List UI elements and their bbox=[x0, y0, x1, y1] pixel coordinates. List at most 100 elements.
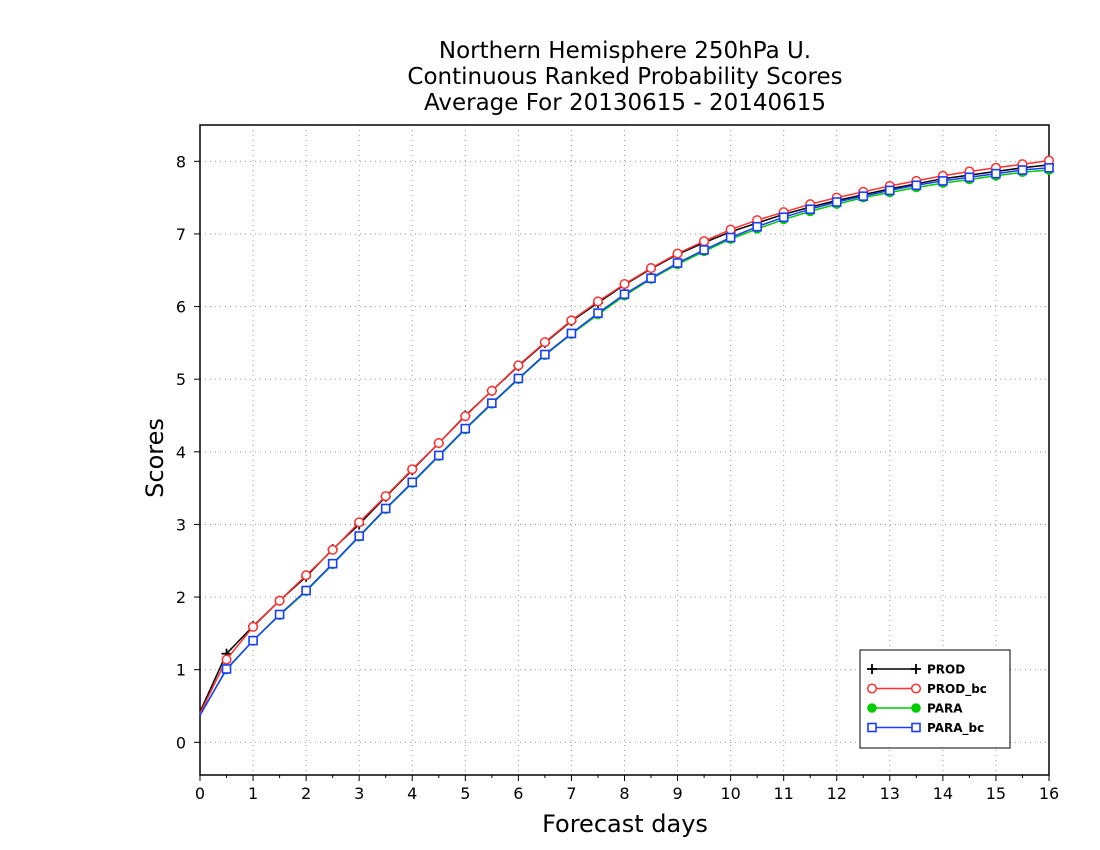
y-tick-label: 7 bbox=[176, 225, 186, 244]
data-point-prod-bc bbox=[380, 491, 391, 502]
y-tick-label: 3 bbox=[176, 515, 186, 534]
data-point-para-bc bbox=[699, 245, 709, 255]
legend: PROD PROD_bc PARA PARA_bc bbox=[859, 649, 1011, 749]
data-point-para-bc bbox=[858, 191, 869, 201]
legend-label: PARA bbox=[927, 702, 963, 716]
data-point-para-bc bbox=[672, 258, 683, 268]
series-para-bc bbox=[199, 163, 1054, 716]
series-line-para-bc bbox=[199, 167, 1050, 716]
x-tick-label: 11 bbox=[774, 784, 794, 803]
chart-title-line-3: Average For 20130615 - 20140615 bbox=[424, 90, 826, 116]
data-point-prod-bc bbox=[592, 296, 604, 307]
data-point-para-bc bbox=[831, 197, 842, 207]
data-point-para-bc bbox=[380, 503, 391, 514]
data-point-prod-bc bbox=[301, 570, 312, 581]
x-tick-label: 13 bbox=[880, 784, 900, 803]
data-point-para-bc bbox=[354, 531, 364, 541]
data-point-para-bc bbox=[407, 477, 418, 488]
y-axis: 0 1 2 3 4 5 6 7 8 bbox=[176, 152, 200, 752]
legend-marker bbox=[867, 722, 877, 733]
data-point-prod-bc bbox=[725, 224, 736, 235]
data-point-prod-bc bbox=[433, 438, 444, 449]
legend-label: PARA_bc bbox=[927, 721, 984, 736]
data-point-prod-bc bbox=[274, 595, 285, 606]
y-tick-label: 1 bbox=[176, 661, 186, 680]
data-point-para-bc bbox=[752, 221, 762, 232]
series-line-para bbox=[199, 169, 1050, 716]
legend-marker bbox=[867, 664, 877, 674]
x-tick-label: 2 bbox=[301, 784, 311, 803]
data-point-prod-bc bbox=[513, 360, 524, 371]
chart-title-line-1: Northern Hemisphere 250hPa U. bbox=[439, 38, 811, 64]
data-point-prod-bc bbox=[645, 263, 657, 274]
data-point-para-bc bbox=[513, 373, 524, 384]
legend-item-para-bc: PARA_bc bbox=[867, 721, 984, 736]
y-tick-label: 5 bbox=[176, 370, 186, 389]
x-tick-label: 0 bbox=[195, 784, 205, 803]
legend-item-prod: PROD bbox=[867, 663, 965, 677]
data-point-prod-bc bbox=[566, 315, 577, 326]
x-tick-label: 5 bbox=[460, 784, 470, 803]
data-point-prod-bc bbox=[619, 279, 630, 290]
data-point-prod-bc bbox=[354, 517, 365, 528]
legend-marker bbox=[911, 664, 921, 674]
data-point-para-bc bbox=[274, 609, 285, 620]
data-point-para-bc bbox=[433, 450, 444, 461]
chart-title: Northern Hemisphere 250hPa U. Continuous… bbox=[407, 38, 842, 116]
legend-box bbox=[859, 649, 1011, 749]
x-tick-label: 12 bbox=[827, 784, 847, 803]
x-tick-label: 9 bbox=[672, 784, 682, 803]
x-tick-label: 14 bbox=[933, 784, 953, 803]
legend-label: PROD bbox=[927, 663, 965, 677]
data-point-para-bc bbox=[805, 204, 816, 215]
data-point-para-bc bbox=[487, 398, 497, 408]
data-point-prod-bc bbox=[221, 654, 232, 665]
data-point-para-bc bbox=[1044, 163, 1054, 173]
legend-label: PROD_bc bbox=[927, 682, 987, 697]
y-tick-label: 4 bbox=[176, 443, 186, 462]
data-point-para-bc bbox=[221, 664, 232, 674]
x-tick-label: 4 bbox=[407, 784, 417, 803]
y-tick-label: 0 bbox=[176, 733, 186, 752]
data-point-prod-bc bbox=[486, 385, 497, 396]
x-tick-label: 15 bbox=[986, 784, 1006, 803]
y-tick-label: 2 bbox=[176, 588, 186, 607]
series-prod bbox=[199, 159, 1054, 713]
data-point-para-bc bbox=[1017, 165, 1028, 175]
data-point-prod-bc bbox=[539, 337, 550, 348]
legend-item-prod-bc: PROD_bc bbox=[866, 682, 987, 697]
x-tick-label: 6 bbox=[513, 784, 523, 803]
data-point-para-bc bbox=[646, 273, 656, 284]
data-point-para-bc bbox=[885, 185, 895, 196]
x-axis: 0 1 2 3 4 5 6 7 8 9 10 11 12 13 14 15 16 bbox=[195, 775, 1059, 803]
chart-title-line-2: Continuous Ranked Probability Scores bbox=[407, 64, 842, 90]
x-tick-label: 16 bbox=[1039, 784, 1059, 803]
series-prod-bc bbox=[199, 155, 1055, 714]
data-point-para-bc bbox=[248, 635, 258, 646]
data-point-para-bc bbox=[593, 308, 603, 318]
data-point-para-bc bbox=[725, 232, 736, 243]
y-tick-label: 6 bbox=[176, 298, 186, 317]
data-point-prod-bc bbox=[407, 464, 418, 475]
data-point-prod-bc bbox=[460, 411, 471, 422]
data-point-para-bc bbox=[540, 349, 550, 360]
x-tick-label: 1 bbox=[248, 784, 258, 803]
data-point-para-bc bbox=[566, 328, 577, 339]
data-point-para-bc bbox=[938, 176, 948, 186]
data-point-para-bc bbox=[301, 585, 311, 596]
grid bbox=[200, 125, 1049, 775]
legend-item-para: PARA bbox=[867, 702, 963, 716]
data-point-para-bc bbox=[911, 180, 922, 191]
data-point-para-bc bbox=[991, 168, 1001, 179]
data-point-para-bc bbox=[460, 423, 471, 434]
data-point-prod-bc bbox=[672, 248, 683, 259]
x-tick-label: 8 bbox=[619, 784, 629, 803]
legend-marker bbox=[866, 683, 878, 694]
x-axis-label: Forecast days bbox=[542, 810, 708, 838]
series-group bbox=[199, 155, 1055, 716]
data-point-para-bc bbox=[619, 289, 630, 300]
y-axis-label: Scores bbox=[141, 418, 169, 498]
y-tick-label: 8 bbox=[176, 152, 186, 171]
legend-marker bbox=[910, 683, 922, 694]
